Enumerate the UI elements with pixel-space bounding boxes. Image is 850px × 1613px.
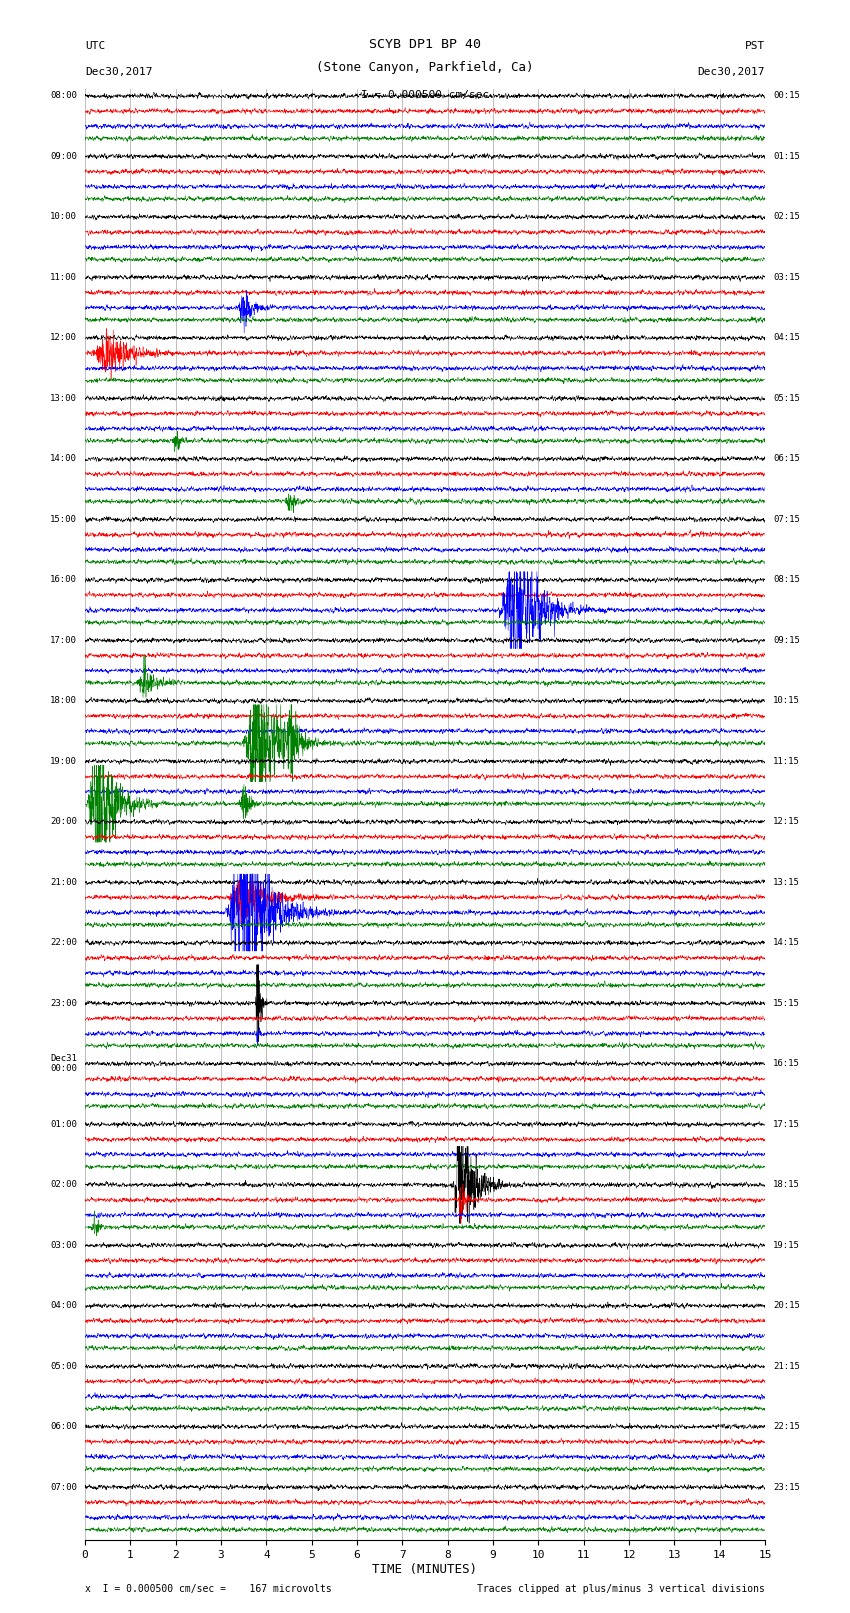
Text: 04:15: 04:15 [774, 334, 800, 342]
Text: 18:15: 18:15 [774, 1181, 800, 1189]
Text: 00:15: 00:15 [774, 92, 800, 100]
Text: 05:15: 05:15 [774, 394, 800, 403]
Text: UTC: UTC [85, 40, 105, 52]
Text: 07:00: 07:00 [50, 1482, 76, 1492]
Text: 13:00: 13:00 [50, 394, 76, 403]
Text: 12:15: 12:15 [774, 818, 800, 826]
Text: 22:15: 22:15 [774, 1423, 800, 1431]
Text: 16:00: 16:00 [50, 576, 76, 584]
Text: 15:15: 15:15 [774, 998, 800, 1008]
Text: 03:00: 03:00 [50, 1240, 76, 1250]
Text: 09:15: 09:15 [774, 636, 800, 645]
Text: Traces clipped at plus/minus 3 vertical divisions: Traces clipped at plus/minus 3 vertical … [477, 1584, 765, 1594]
Text: 17:15: 17:15 [774, 1119, 800, 1129]
Text: 00:00: 00:00 [50, 1065, 76, 1073]
X-axis label: TIME (MINUTES): TIME (MINUTES) [372, 1563, 478, 1576]
Text: 01:00: 01:00 [50, 1119, 76, 1129]
Text: 10:15: 10:15 [774, 697, 800, 705]
Text: Dec31: Dec31 [50, 1055, 76, 1063]
Text: 11:00: 11:00 [50, 273, 76, 282]
Text: 23:15: 23:15 [774, 1482, 800, 1492]
Text: 04:00: 04:00 [50, 1302, 76, 1310]
Text: I = 0.000500 cm/sec: I = 0.000500 cm/sec [361, 90, 489, 100]
Text: 20:15: 20:15 [774, 1302, 800, 1310]
Text: 10:00: 10:00 [50, 213, 76, 221]
Text: 13:15: 13:15 [774, 877, 800, 887]
Text: x  I = 0.000500 cm/sec =    167 microvolts: x I = 0.000500 cm/sec = 167 microvolts [85, 1584, 332, 1594]
Text: 02:00: 02:00 [50, 1181, 76, 1189]
Text: 20:00: 20:00 [50, 818, 76, 826]
Text: (Stone Canyon, Parkfield, Ca): (Stone Canyon, Parkfield, Ca) [316, 61, 534, 74]
Text: 08:15: 08:15 [774, 576, 800, 584]
Text: 23:00: 23:00 [50, 998, 76, 1008]
Text: 12:00: 12:00 [50, 334, 76, 342]
Text: 21:00: 21:00 [50, 877, 76, 887]
Text: 08:00: 08:00 [50, 92, 76, 100]
Text: 16:15: 16:15 [774, 1060, 800, 1068]
Text: Dec30,2017: Dec30,2017 [698, 68, 765, 77]
Text: 09:00: 09:00 [50, 152, 76, 161]
Text: 18:00: 18:00 [50, 697, 76, 705]
Text: Dec30,2017: Dec30,2017 [85, 68, 152, 77]
Text: 11:15: 11:15 [774, 756, 800, 766]
Text: 01:15: 01:15 [774, 152, 800, 161]
Text: 06:15: 06:15 [774, 455, 800, 463]
Text: 07:15: 07:15 [774, 515, 800, 524]
Text: 06:00: 06:00 [50, 1423, 76, 1431]
Text: PST: PST [745, 40, 765, 52]
Text: 21:15: 21:15 [774, 1361, 800, 1371]
Text: 19:00: 19:00 [50, 756, 76, 766]
Text: SCYB DP1 BP 40: SCYB DP1 BP 40 [369, 39, 481, 52]
Text: 14:00: 14:00 [50, 455, 76, 463]
Text: 03:15: 03:15 [774, 273, 800, 282]
Text: 17:00: 17:00 [50, 636, 76, 645]
Text: 19:15: 19:15 [774, 1240, 800, 1250]
Text: 14:15: 14:15 [774, 939, 800, 947]
Text: 02:15: 02:15 [774, 213, 800, 221]
Text: 05:00: 05:00 [50, 1361, 76, 1371]
Text: 22:00: 22:00 [50, 939, 76, 947]
Text: 15:00: 15:00 [50, 515, 76, 524]
